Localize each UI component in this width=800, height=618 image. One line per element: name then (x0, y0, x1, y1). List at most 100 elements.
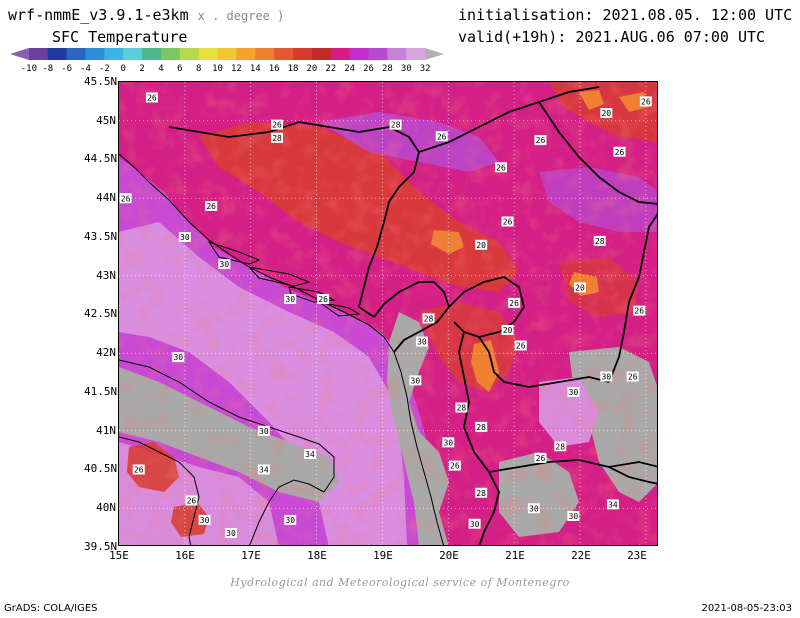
colorbar-tick-label: 8 (196, 64, 201, 74)
contour-label-bg (185, 495, 198, 506)
credit-line: Hydrological and Meteorological service … (230, 576, 570, 589)
colorbar-swatch (198, 48, 218, 60)
contour-label: 30 (443, 438, 453, 447)
contour-label-bg (303, 449, 316, 459)
contour-label: 26 (450, 462, 460, 471)
colorbar-swatch (406, 48, 426, 60)
lon-label: 18E (307, 549, 327, 562)
colorbar-tick-label: 14 (250, 64, 261, 74)
contour-label: 30 (285, 295, 295, 304)
colorbar-tick-label: 22 (325, 64, 336, 74)
borders (168, 86, 657, 545)
lon-label: 22E (571, 549, 591, 562)
lat-label: 45.5N (84, 75, 118, 88)
contour-label-bg (593, 235, 606, 246)
contour-label: 26 (437, 132, 447, 141)
contour-label: 34 (608, 500, 618, 509)
field-title: SFC Temperature (52, 28, 188, 46)
contour-label-bg (257, 425, 270, 436)
contour-label-bg (415, 336, 428, 347)
contour-label: 30 (180, 233, 190, 242)
lat-label: 41.5N (84, 385, 118, 398)
texture-overlay (119, 82, 657, 545)
contour-label: 26 (503, 218, 513, 227)
colorbar-tick-label: -8 (42, 64, 53, 74)
colorbar-swatch (330, 48, 350, 60)
colorbar-swatch (387, 48, 407, 60)
contour-label-bg (600, 108, 613, 118)
colorbar-swatch (28, 48, 49, 60)
model-unit: x . degree ) (197, 9, 285, 23)
lat-label: 41N (96, 424, 116, 437)
valid-time: valid(+19h): 2021.AUG.06 07:00 UTC (458, 28, 766, 46)
contour-label: 20 (575, 283, 585, 292)
temperature-map: 26 26 28 28 26 26 20 26 26 26 26 26 30 30 30 26 26 20 28 20… (118, 81, 658, 546)
lat-label: 39.5N (84, 540, 118, 553)
contour-label-bg (224, 528, 237, 539)
colorbar-tick-label: -6 (61, 64, 72, 74)
contour-label-bg (205, 201, 218, 211)
initialisation-time: initialisation: 2021.08.05. 12:00 UTC (458, 6, 793, 24)
grads-attribution: GrADS: COLA/IGES (4, 603, 98, 614)
colorbar-swatch (142, 48, 162, 60)
lat-label: 42N (96, 346, 116, 359)
contour-label: 28 (424, 314, 434, 323)
contour-label-bg (178, 232, 191, 242)
contour-label-bg (475, 239, 488, 250)
colorbar-tick-label: 26 (363, 64, 374, 74)
contour-label: 28 (457, 404, 467, 413)
lon-label: 20E (439, 549, 459, 562)
contour-label-bg (554, 441, 567, 452)
colorbar-swatch (255, 48, 275, 60)
contour-label: 30 (200, 516, 210, 525)
lon-label: 15E (109, 549, 129, 562)
contour-label-bg (442, 437, 455, 448)
contour-label-bg (119, 193, 132, 204)
contour-label: 26 (615, 148, 625, 157)
colorbar-tick-label: 30 (401, 64, 412, 74)
colorbar-tick-label: 12 (231, 64, 242, 74)
lon-label: 17E (241, 549, 261, 562)
contour-label-bg (527, 503, 540, 514)
contour-label-bg (257, 464, 270, 475)
contour-label: 20 (476, 241, 486, 250)
colorbar-tick-label: -2 (99, 64, 110, 74)
contour-label: 30 (285, 516, 295, 525)
contour-label: 20 (601, 109, 611, 118)
colorbar-tick-label: 10 (212, 64, 223, 74)
contour-label-bg (271, 119, 284, 130)
lat-label: 44N (96, 191, 116, 204)
contour-label-bg (271, 132, 284, 143)
contour-label: 30 (417, 338, 427, 347)
colorbar-swatch (160, 48, 181, 60)
render-timestamp: 2021-08-05-23:03 (701, 603, 792, 614)
border-greece-macedonia (488, 459, 657, 473)
contour-label-bg (534, 452, 547, 463)
contour-label-bg (218, 259, 231, 270)
contour-label: 26 (496, 163, 506, 172)
colorbar-tick-label: 32 (420, 64, 431, 74)
contour-label-bg (455, 402, 468, 413)
contour-label: 28 (555, 442, 565, 451)
contour-label: 30 (529, 504, 539, 513)
lat-label: 45N (96, 114, 116, 127)
contour-label-bg (600, 371, 613, 382)
contour-label-bg (317, 294, 330, 304)
contour-label: 30 (569, 388, 579, 397)
contour-label: 26 (516, 342, 526, 351)
border-montenegro (373, 281, 451, 353)
island-2 (247, 266, 311, 287)
colorbar-tick-label: 28 (382, 64, 393, 74)
contour-label: 30 (259, 427, 269, 436)
colorbar-swatch (66, 48, 86, 60)
contour-label-bg (639, 96, 652, 107)
contour-label-bg (567, 511, 580, 521)
border-bulgaria-greece (608, 466, 657, 485)
colorbar-swatch (47, 48, 67, 60)
colorbar-swatch (85, 48, 105, 60)
colorbar-swatch (368, 48, 388, 60)
contour-label: 30 (220, 260, 230, 269)
contour-label: 26 (536, 136, 546, 145)
model-title: wrf-nmmE_v3.9.1-e3km x . degree ) (8, 6, 284, 25)
